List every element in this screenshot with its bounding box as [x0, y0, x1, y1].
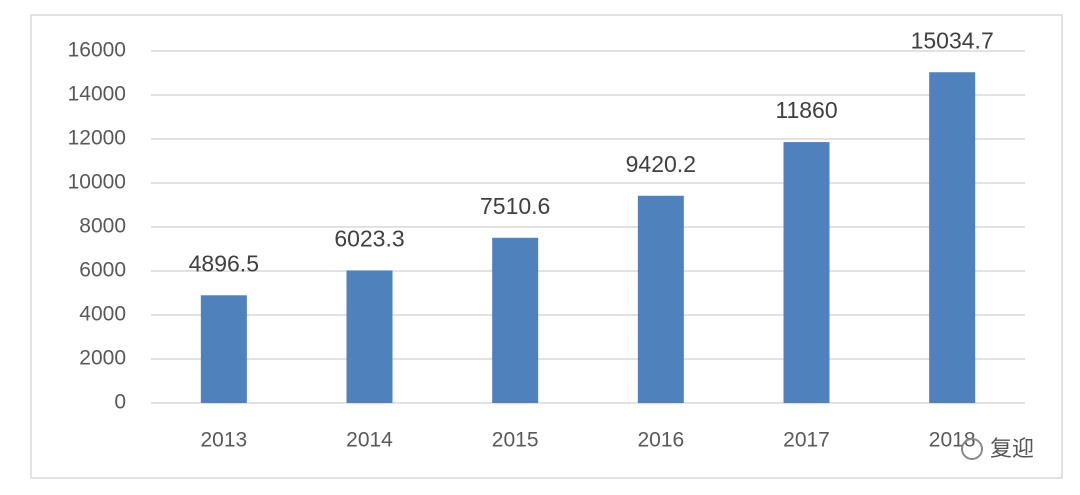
y-tick-label: 2000	[79, 347, 126, 370]
watermark: 复迎	[990, 436, 1034, 461]
y-tick-label: 0	[114, 391, 126, 414]
data-label: 11860	[775, 97, 837, 123]
y-tick-label: 14000	[68, 83, 126, 106]
bar	[346, 270, 393, 403]
data-label: 15034.7	[911, 27, 994, 53]
y-tick-label: 8000	[79, 215, 126, 238]
y-tick-label: 10000	[68, 171, 126, 194]
data-label: 7510.6	[480, 193, 550, 219]
y-tick-label: 4000	[79, 303, 126, 326]
bar	[637, 195, 684, 403]
x-tick-label: 2017	[783, 429, 830, 452]
bar	[200, 295, 247, 403]
x-tick-label: 2018	[929, 429, 976, 452]
watermark-icon	[961, 438, 983, 460]
x-tick-label: 2013	[200, 429, 247, 452]
y-tick-label: 12000	[68, 127, 126, 150]
chart-border	[30, 14, 1063, 479]
x-tick-label: 2016	[637, 429, 684, 452]
y-tick-label: 6000	[79, 259, 126, 282]
x-tick-label: 2014	[346, 429, 393, 452]
data-label: 6023.3	[334, 226, 404, 252]
data-label: 4896.5	[189, 250, 259, 276]
bar	[783, 142, 830, 403]
y-tick-label: 16000	[68, 39, 126, 62]
data-label: 9420.2	[626, 151, 696, 177]
bar	[929, 72, 976, 403]
bar	[492, 237, 539, 403]
x-tick-label: 2015	[492, 429, 539, 452]
